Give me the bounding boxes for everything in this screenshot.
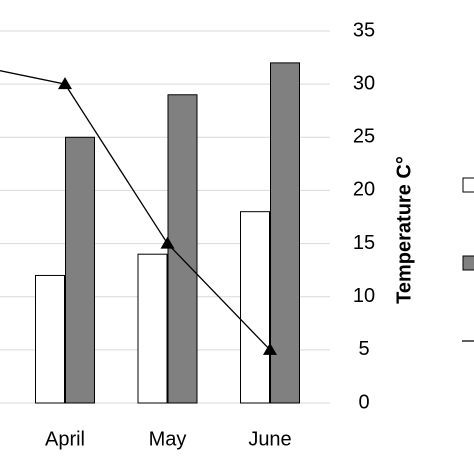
marker — [160, 236, 175, 249]
y2-tick-label: 35 — [353, 19, 375, 41]
x-tick-label: May — [149, 428, 187, 450]
bar — [35, 274, 65, 404]
bar — [65, 136, 95, 404]
x-tick-label: June — [248, 428, 291, 450]
marker — [58, 77, 72, 90]
marker — [263, 342, 277, 355]
y2-tick-label: 0 — [358, 391, 369, 413]
bar — [137, 253, 168, 404]
bar — [270, 62, 300, 404]
bar — [240, 211, 270, 404]
y2-tick-label: 30 — [353, 72, 375, 94]
y2-tick-label: 20 — [353, 179, 375, 201]
y2-tick-label: 25 — [353, 126, 375, 148]
line — [0, 69, 271, 351]
legend-swatch — [462, 177, 474, 193]
y2-tick-label: 15 — [353, 232, 375, 254]
y2-tick-label: 10 — [353, 285, 375, 307]
x-tick-label: April — [45, 428, 85, 450]
y2-axis-title: Temperature C° — [393, 156, 415, 304]
y2-tick-label: 5 — [358, 338, 369, 360]
legend-swatch — [462, 255, 474, 271]
